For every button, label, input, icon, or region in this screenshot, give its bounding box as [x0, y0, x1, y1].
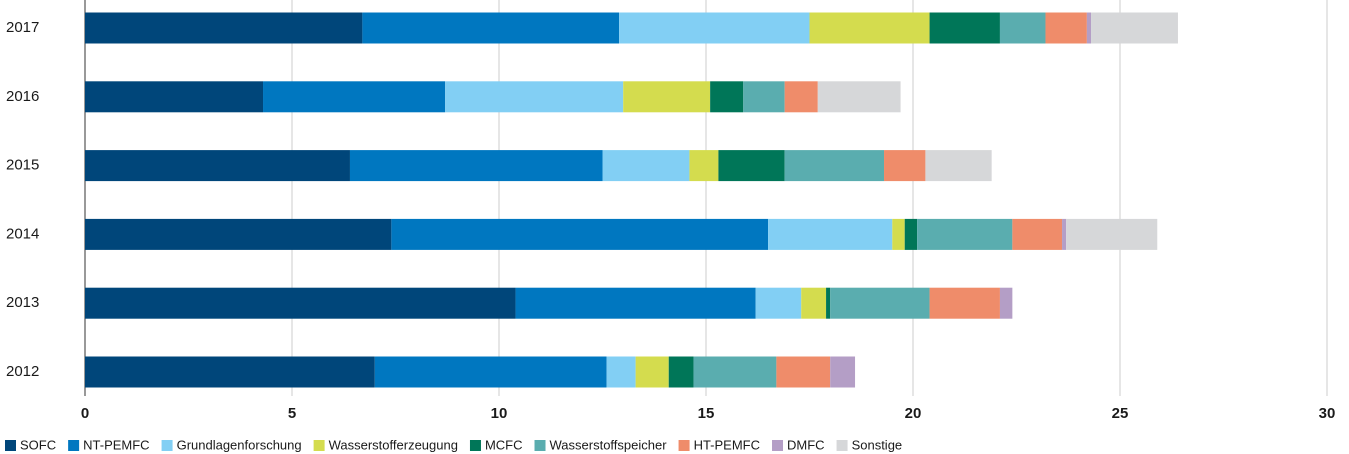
- bar-segment: [635, 356, 669, 388]
- x-tick-label: 5: [288, 405, 296, 422]
- legend-swatch: [161, 440, 173, 451]
- bar-segment: [1066, 218, 1158, 250]
- bar-segment: [619, 12, 810, 44]
- bar-segment: [606, 356, 636, 388]
- legend-swatch: [772, 440, 784, 451]
- x-tick-label: 10: [491, 405, 508, 422]
- bar-segment: [515, 287, 756, 319]
- legend-label: SOFC: [20, 437, 56, 452]
- bar-segment: [85, 287, 516, 319]
- legend-swatch: [678, 440, 690, 451]
- bar-segment: [689, 150, 719, 182]
- bar-segment: [1062, 218, 1067, 250]
- bar-segment: [668, 356, 694, 388]
- x-tick-label: 15: [698, 405, 715, 422]
- bar-segment: [602, 150, 690, 182]
- legend-label: Grundlagenforschung: [177, 437, 302, 452]
- bar-segment: [784, 150, 885, 182]
- bar-segment: [85, 218, 392, 250]
- y-tick-label: 2017: [6, 19, 39, 36]
- legend-label: HT-PEMFC: [694, 437, 760, 452]
- bar-segment: [830, 287, 930, 319]
- bar-segment: [755, 287, 802, 319]
- bar-segment: [999, 287, 1013, 319]
- bar-segment: [1086, 12, 1092, 44]
- bar-segment: [830, 356, 856, 388]
- legend-swatch: [836, 440, 848, 451]
- legend-label: Sonstige: [852, 437, 903, 452]
- bar-segment: [999, 12, 1046, 44]
- bar-segment: [826, 287, 831, 319]
- x-tick-label: 20: [905, 405, 922, 422]
- bar-segment: [817, 81, 901, 113]
- bar-segment: [445, 81, 624, 113]
- bar-segment: [884, 150, 926, 182]
- bar-segment: [85, 12, 363, 44]
- y-tick-label: 2015: [6, 157, 39, 174]
- bar-segment: [349, 150, 603, 182]
- legend-swatch: [5, 440, 16, 451]
- bar-segment: [801, 287, 827, 319]
- legend-swatch: [534, 440, 546, 451]
- legend-swatch: [68, 440, 80, 451]
- bar-segment: [768, 218, 893, 250]
- bar-segment: [374, 356, 607, 388]
- legend-label: NT-PEMFC: [83, 437, 149, 452]
- bar-segment: [1091, 12, 1178, 44]
- bar-segment: [925, 150, 992, 182]
- bar-segment: [784, 81, 818, 113]
- bar-segment: [263, 81, 446, 113]
- y-tick-label: 2012: [6, 363, 39, 380]
- bar-segment: [85, 356, 375, 388]
- bar-segment: [809, 12, 930, 44]
- bar-segment: [929, 287, 1000, 319]
- bar-segment: [391, 218, 769, 250]
- bar-segment: [1012, 218, 1063, 250]
- legend-label: MCFC: [485, 437, 523, 452]
- bar-segment: [693, 356, 777, 388]
- bar-segment: [85, 150, 350, 182]
- bar-segment: [1045, 12, 1087, 44]
- x-tick-label: 30: [1319, 405, 1336, 422]
- x-tick-label: 25: [1112, 405, 1129, 422]
- bar-segment: [362, 12, 620, 44]
- y-tick-label: 2016: [6, 88, 39, 105]
- x-tick-label: 0: [81, 405, 89, 422]
- bar-segment: [892, 218, 905, 250]
- y-tick-label: 2014: [6, 225, 39, 242]
- bar-segment: [623, 81, 711, 113]
- legend-swatch: [313, 440, 325, 451]
- legend-label: DMFC: [787, 437, 825, 452]
- bar-segment: [710, 81, 744, 113]
- bar-segment: [917, 218, 1013, 250]
- bar-segment: [904, 218, 918, 250]
- legend-label: Wasserstoffspeicher: [550, 437, 668, 452]
- y-tick-label: 2013: [6, 294, 39, 311]
- legend-swatch: [469, 440, 481, 451]
- bar-segment: [743, 81, 785, 113]
- bar-segment: [85, 81, 264, 113]
- bar-segment: [718, 150, 785, 182]
- bar-segment: [929, 12, 1000, 44]
- bar-segment: [776, 356, 831, 388]
- legend-label: Wasserstofferzeugung: [329, 437, 458, 452]
